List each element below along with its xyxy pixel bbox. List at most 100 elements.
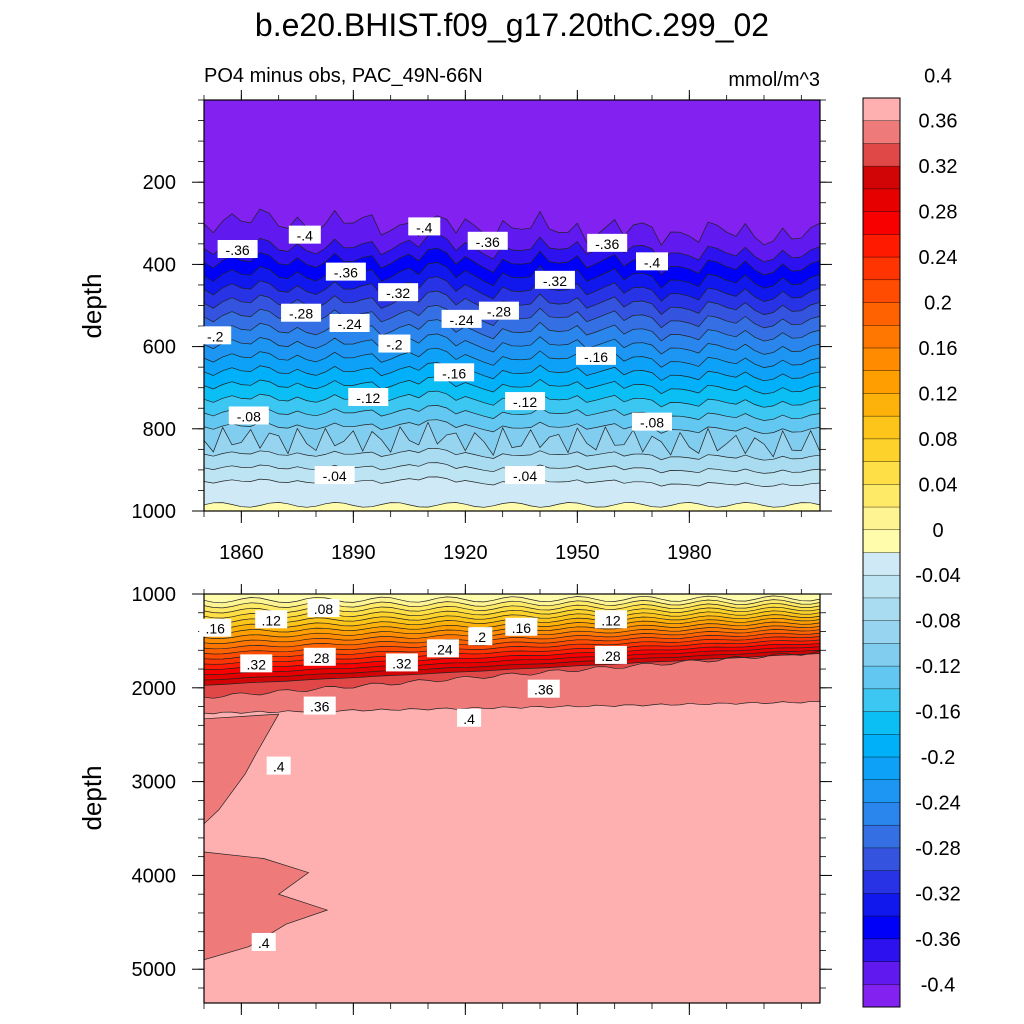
contour-label-text: -.4: [644, 254, 661, 270]
colorbar-tick-label: 0.32: [919, 156, 958, 178]
colorbar-tick-label: 0.24: [919, 247, 958, 269]
contour-label: .16: [199, 618, 232, 637]
contour-label: -.12: [505, 392, 546, 411]
lower-contour-labels: .16 .12 .08 .32 .28 .32 .24 .2 .16 .12 .28 .36 .36 .4…: [199, 599, 627, 951]
contour-label-text: -.28: [289, 306, 313, 322]
colorbar-swatch: [863, 711, 900, 735]
colorbar-tick-label: -0.2: [921, 747, 955, 769]
x-tick-label: 1860: [219, 542, 264, 564]
contour-label-text: -.12: [513, 394, 537, 410]
contour-line: [204, 362, 820, 382]
contour-label: -.2: [378, 334, 411, 353]
x-tick-label: 1980: [667, 542, 712, 564]
contour-label: .4: [457, 708, 482, 727]
contour-label: .32: [385, 653, 418, 672]
contour-label: -.04: [505, 466, 546, 485]
contour-label-box: [199, 326, 232, 345]
contour-label-text: -.36: [476, 234, 500, 250]
contour-label-text: .4: [273, 759, 285, 775]
contour-label: -.28: [478, 301, 519, 320]
contour-line: [204, 629, 820, 650]
contour-label-box: [534, 270, 575, 289]
contour-line: [204, 376, 820, 395]
contour-label-box: [594, 610, 627, 629]
colorbar-swatch: [863, 325, 900, 349]
colorbar-swatch: [863, 507, 900, 531]
colorbar-swatch: [863, 416, 900, 440]
upper-panel: 1860 1890 1920 1950 1980 200 400 600 800 1000 -.3…: [77, 90, 832, 564]
contour-line: [204, 276, 820, 302]
contour-label: .36: [303, 696, 336, 715]
contour-line: [204, 650, 820, 699]
contour-label-text: .16: [205, 621, 225, 637]
contour-label: -.24: [441, 309, 482, 328]
contour-label-box: [505, 392, 546, 411]
contour-label-text: .36: [534, 682, 554, 698]
colorbar-tick-label: 0.08: [919, 429, 958, 451]
colorbar-swatch: [863, 597, 900, 621]
colorbar-swatch: [863, 870, 900, 894]
colorbar-swatch: [863, 188, 900, 212]
contour-label-box: [426, 639, 459, 658]
contour-line: [204, 262, 820, 289]
colorbar-swatch: [863, 757, 900, 781]
colorbar-tick-label: -0.32: [915, 883, 961, 905]
contour-label-text: -.16: [584, 349, 608, 365]
contour-label-box: [505, 466, 546, 485]
contour-label: -.4: [408, 217, 441, 236]
x-tick-label: 1890: [331, 542, 376, 564]
colorbar-swatch: [863, 143, 900, 167]
contour-label-box: [240, 654, 273, 673]
contour-label: -.24: [329, 313, 370, 332]
colorbar-swatch: [863, 211, 900, 235]
contour-label-text: .16: [512, 620, 532, 636]
contour-label-text: -.32: [386, 285, 410, 301]
contour-band: [204, 476, 820, 511]
colorbar-swatch: [863, 279, 900, 303]
contour-line: [204, 653, 820, 686]
contour-line: [204, 347, 820, 368]
y-tick-label: 3000: [132, 772, 177, 794]
colorbar-tick-label: -0.4: [921, 974, 955, 996]
contour-label-box: [441, 309, 482, 328]
colorbar-swatch: [863, 484, 900, 508]
contour-band: [204, 713, 280, 825]
contour-label-text: -.2: [207, 328, 224, 344]
contour-label: .08: [307, 599, 340, 618]
y-tick-label: 1000: [132, 501, 177, 523]
contour-label-text: -.04: [323, 468, 347, 484]
contour-label-text: -.4: [297, 228, 314, 244]
y-tick-label: 4000: [132, 865, 177, 887]
colorbar-swatch: [863, 847, 900, 871]
contour-line: [204, 233, 820, 263]
contour-label-text: .32: [392, 655, 412, 671]
colorbar-tick-label: 0.04: [919, 474, 958, 496]
contour-label-text: -.2: [386, 337, 403, 353]
contour-label: -.12: [348, 387, 389, 406]
contour-label: -.4: [636, 252, 668, 271]
contour-label-text: -.04: [513, 468, 537, 484]
colorbar-swatch: [863, 257, 900, 281]
colorbar-tick-label: -0.16: [915, 702, 961, 724]
colorbar-swatch: [863, 370, 900, 394]
colorbar-swatch: [863, 666, 900, 690]
contour-line: [204, 419, 820, 435]
contour-label-text: .12: [601, 612, 621, 628]
y-tick-label: 600: [143, 337, 176, 359]
y-tick-label: 800: [143, 419, 176, 441]
contour-label-text: .24: [433, 641, 453, 657]
contour-label: .24: [426, 639, 459, 658]
colorbar-swatch: [863, 893, 900, 917]
contour-label-text: .4: [258, 935, 270, 951]
colorbar-tick-label: -0.28: [915, 838, 961, 860]
colorbar-swatch: [863, 438, 900, 462]
contour-label: .28: [594, 645, 627, 664]
contour-label-box: [636, 252, 668, 271]
y-tick-label: 5000: [132, 959, 177, 981]
colorbar-swatch: [863, 393, 900, 417]
lower-panel: 1000 2000 3000 4000 5000 .16 .12 .08 .32 .28 .32.…: [77, 584, 832, 1015]
contour-label: -.08: [632, 412, 672, 431]
contour-label-text: -.08: [640, 415, 664, 431]
contour-label: -.28: [281, 303, 322, 322]
contour-label-text: .32: [247, 656, 267, 672]
